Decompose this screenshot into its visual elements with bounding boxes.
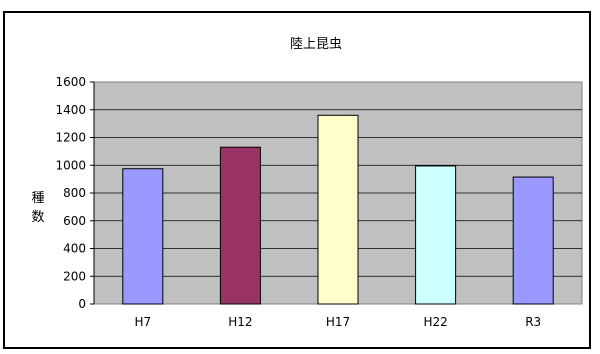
y-tick-label: 1400: [55, 103, 86, 117]
y-tick-label: 1600: [55, 75, 86, 89]
y-axis-label-line2: 数: [31, 210, 44, 225]
x-tick-label: H17: [326, 315, 350, 329]
bar-h7: [122, 168, 164, 305]
y-axis-label-line1: 種: [31, 190, 44, 206]
bars: [122, 114, 554, 305]
y-tick-label: 0: [78, 297, 86, 311]
bar-h12: [219, 146, 261, 305]
x-tick-label: H7: [134, 315, 151, 329]
x-tick-label: R3: [525, 315, 541, 329]
y-tick-label: 400: [63, 242, 86, 256]
x-tick-label: H12: [228, 315, 252, 329]
x-tick-label: H22: [423, 315, 447, 329]
y-tick-label: 1200: [55, 131, 86, 145]
y-axis-ticks: 0 200 400 600 800 1000 1200 1400 1600: [55, 75, 95, 311]
bar-h22: [415, 165, 457, 305]
bar-h17: [317, 114, 359, 305]
y-tick-label: 200: [63, 269, 86, 283]
chart-title: 陸上昆虫: [290, 36, 342, 52]
y-tick-label: 600: [63, 214, 86, 228]
y-tick-label: 1000: [55, 158, 86, 172]
bar-r3: [512, 176, 554, 305]
x-axis-ticks: H7 H12 H17 H22 R3: [134, 315, 541, 329]
y-tick-label: 800: [63, 186, 86, 200]
